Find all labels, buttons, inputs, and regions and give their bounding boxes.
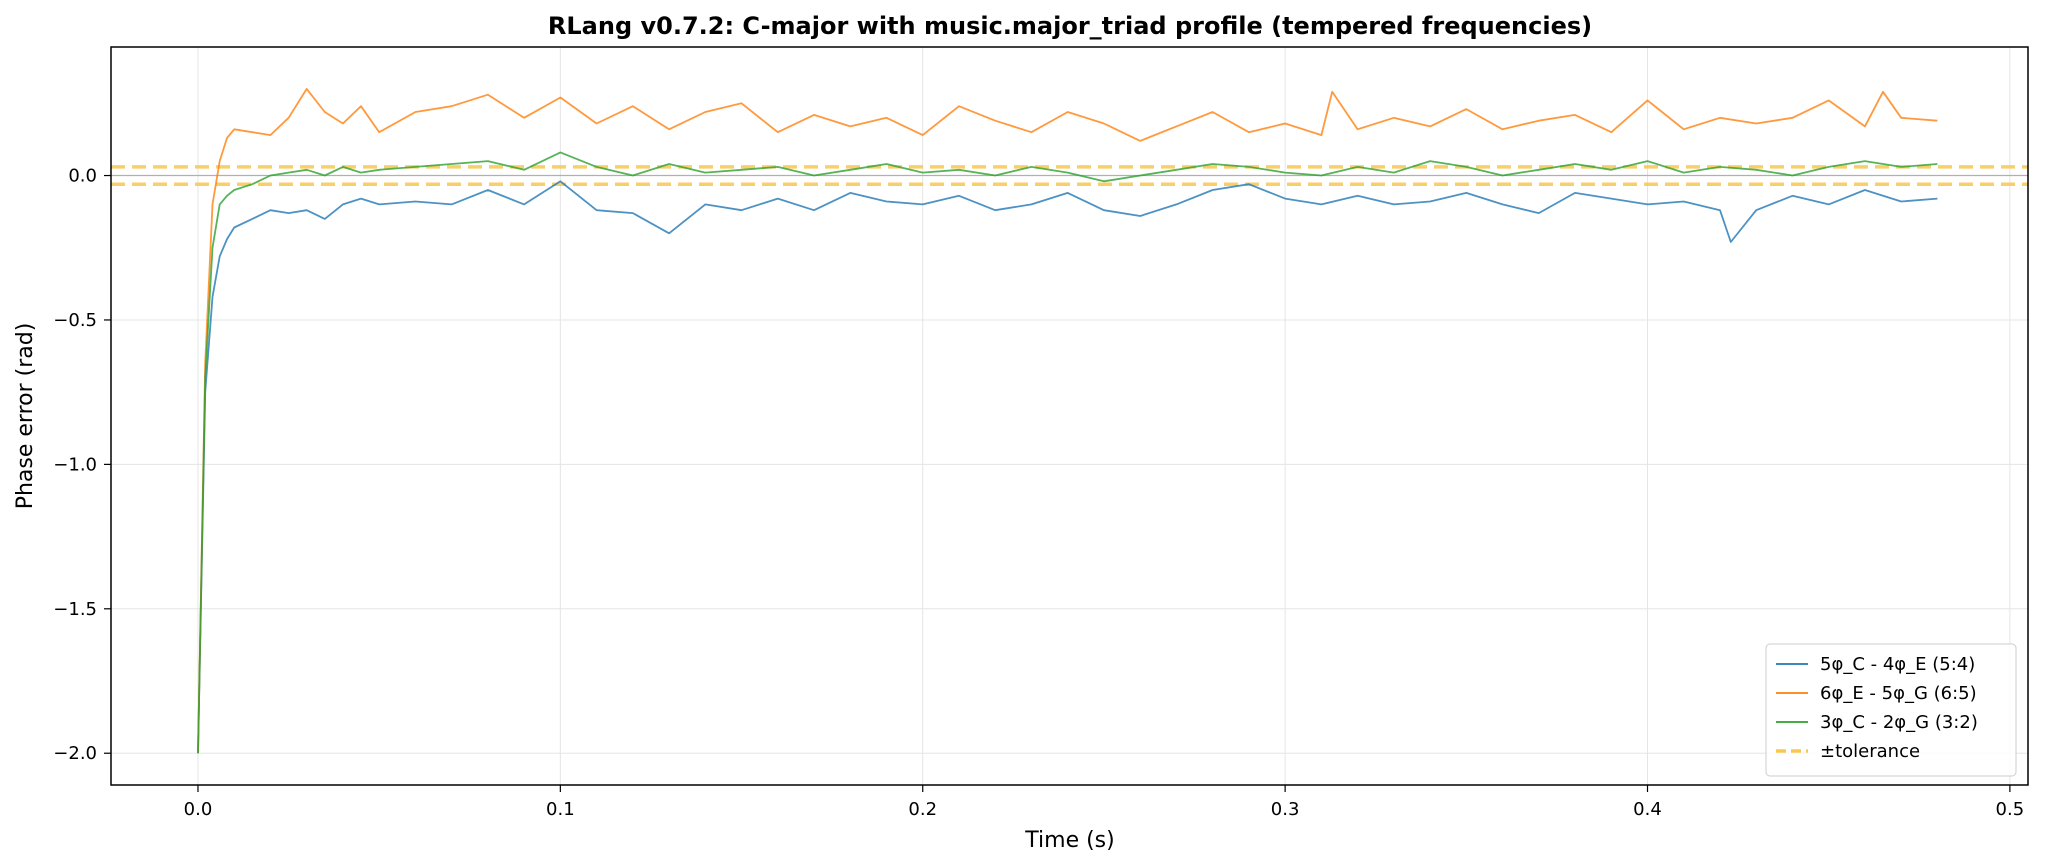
x-axis-label: Time (s) <box>1024 828 1114 853</box>
y-tick-label: −1.0 <box>53 454 97 475</box>
x-tick-label: 0.4 <box>1633 799 1662 820</box>
chart-title: RLang v0.7.2: C-major with music.major_t… <box>548 12 1592 40</box>
series-layer <box>197 88 1938 754</box>
x-tick-label: 0.2 <box>908 799 937 820</box>
series-line-1 <box>197 180 1938 754</box>
series-line-3 <box>197 151 1938 754</box>
legend-box <box>1765 643 2017 777</box>
y-tick-label: −0.5 <box>53 310 97 331</box>
y-tick-label: 0.0 <box>68 166 97 187</box>
x-tick-label: 0.0 <box>184 799 213 820</box>
grid <box>111 47 2028 785</box>
legend: 5φ_C - 4φ_E (5:4) 6φ_E - 5φ_G (6:5) 3φ_C -… <box>1765 643 2017 777</box>
x-tick-label: 0.3 <box>1271 799 1300 820</box>
x-tick-label: 0.1 <box>546 799 575 820</box>
y-axis-label: Phase error (rad) <box>13 323 38 510</box>
legend-label: 5φ_C - 4φ_E (5:4) <box>1820 654 1975 675</box>
tolerance-lines <box>111 165 2028 186</box>
series-line-2 <box>197 88 1938 754</box>
x-axis: 0.0 0.1 0.2 0.3 0.4 0.5 <box>184 785 2025 820</box>
y-tick-label: −1.5 <box>53 599 97 620</box>
y-axis: 0.0 −0.5 −1.0 −1.5 −2.0 <box>53 166 111 764</box>
legend-label: ±tolerance <box>1820 741 1920 762</box>
y-tick-label: −2.0 <box>53 743 97 764</box>
x-tick-label: 0.5 <box>1996 799 2025 820</box>
legend-label: 3φ_C - 2φ_G (3:2) <box>1820 712 1978 733</box>
plot-frame <box>110 46 2029 786</box>
legend-label: 6φ_E - 5φ_G (6:5) <box>1820 683 1977 704</box>
